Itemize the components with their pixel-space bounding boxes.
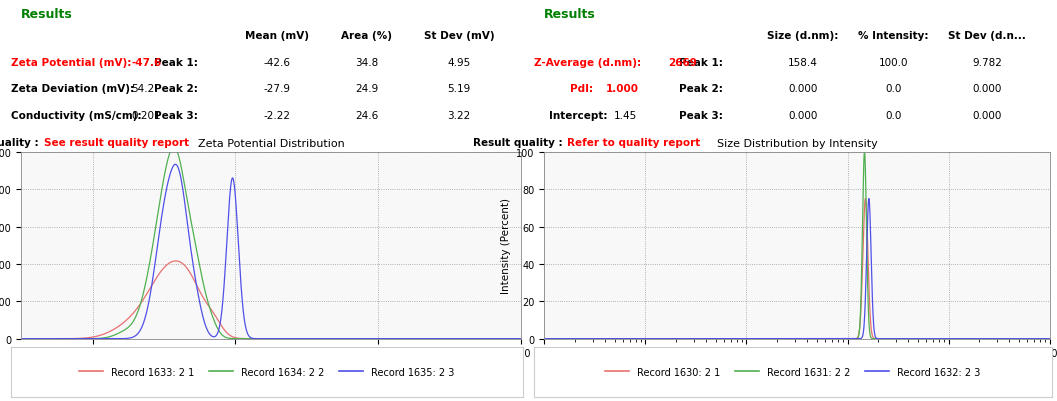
Title: Zeta Potential Distribution: Zeta Potential Distribution (198, 139, 345, 149)
Text: St Dev (d.n...: St Dev (d.n... (948, 31, 1026, 41)
Text: 0.0: 0.0 (886, 84, 902, 94)
Text: 0.201: 0.201 (131, 111, 161, 121)
Text: Conductivity (mS/cm):: Conductivity (mS/cm): (11, 111, 142, 121)
Text: -27.9: -27.9 (263, 84, 291, 94)
Text: Peak 3:: Peak 3: (679, 111, 723, 121)
Text: Mean (mV): Mean (mV) (245, 31, 309, 41)
Text: 1.000: 1.000 (607, 84, 639, 94)
Text: PdI:: PdI: (570, 84, 593, 94)
Text: 34.8: 34.8 (355, 57, 378, 67)
Text: 54.2: 54.2 (131, 84, 154, 94)
Text: 4.95: 4.95 (447, 57, 470, 67)
Text: 0.000: 0.000 (789, 111, 818, 121)
X-axis label: Size (d.nm): Size (d.nm) (767, 364, 827, 374)
Text: Peak 2:: Peak 2: (679, 84, 723, 94)
Text: Z-Average (d.nm):: Z-Average (d.nm): (534, 57, 641, 67)
Text: 2669: 2669 (668, 57, 698, 67)
Text: Peak 1:: Peak 1: (154, 57, 198, 67)
Text: Result quality :: Result quality : (472, 138, 562, 148)
Text: Size (d.nm):: Size (d.nm): (767, 31, 839, 41)
Text: 3.22: 3.22 (447, 111, 470, 121)
Text: 158.4: 158.4 (789, 57, 818, 67)
Text: Intercept:: Intercept: (550, 111, 608, 121)
Text: 0.000: 0.000 (972, 84, 1002, 94)
Text: Refer to quality report: Refer to quality report (568, 138, 701, 148)
Title: Size Distribution by Intensity: Size Distribution by Intensity (717, 139, 877, 149)
Text: Results: Results (544, 8, 596, 21)
Text: Peak 2:: Peak 2: (154, 84, 198, 94)
Text: Zeta Deviation (mV):: Zeta Deviation (mV): (11, 84, 133, 94)
Text: 0.000: 0.000 (789, 84, 818, 94)
Text: -47.6: -47.6 (131, 57, 162, 67)
Text: 5.19: 5.19 (447, 84, 470, 94)
X-axis label: Apparent Zeta Potential (mV): Apparent Zeta Potential (mV) (194, 364, 348, 374)
Text: 24.9: 24.9 (355, 84, 378, 94)
Text: -2.22: -2.22 (263, 111, 291, 121)
Text: 0.0: 0.0 (886, 111, 902, 121)
Legend: Record 1633: 2 1, Record 1634: 2 2, Record 1635: 2 3: Record 1633: 2 1, Record 1634: 2 2, Reco… (75, 363, 459, 381)
Text: Area (%): Area (%) (341, 31, 392, 41)
Text: 0.000: 0.000 (972, 111, 1002, 121)
Text: Result quality :: Result quality : (0, 138, 39, 148)
Text: % Intensity:: % Intensity: (858, 31, 929, 41)
Legend: Record 1630: 2 1, Record 1631: 2 2, Record 1632: 2 3: Record 1630: 2 1, Record 1631: 2 2, Reco… (601, 363, 984, 381)
Text: Peak 3:: Peak 3: (154, 111, 198, 121)
Text: 9.782: 9.782 (972, 57, 1002, 67)
Text: 24.6: 24.6 (355, 111, 378, 121)
Text: Peak 1:: Peak 1: (679, 57, 723, 67)
Y-axis label: Intensity (Percent): Intensity (Percent) (501, 198, 511, 294)
Text: Results: Results (21, 8, 73, 21)
Text: St Dev (mV): St Dev (mV) (424, 31, 495, 41)
Text: Zeta Potential (mV):: Zeta Potential (mV): (11, 57, 131, 67)
Text: 1.45: 1.45 (614, 111, 637, 121)
Text: See result quality report: See result quality report (44, 138, 189, 148)
Text: 100.0: 100.0 (879, 57, 909, 67)
Text: -42.6: -42.6 (263, 57, 291, 67)
